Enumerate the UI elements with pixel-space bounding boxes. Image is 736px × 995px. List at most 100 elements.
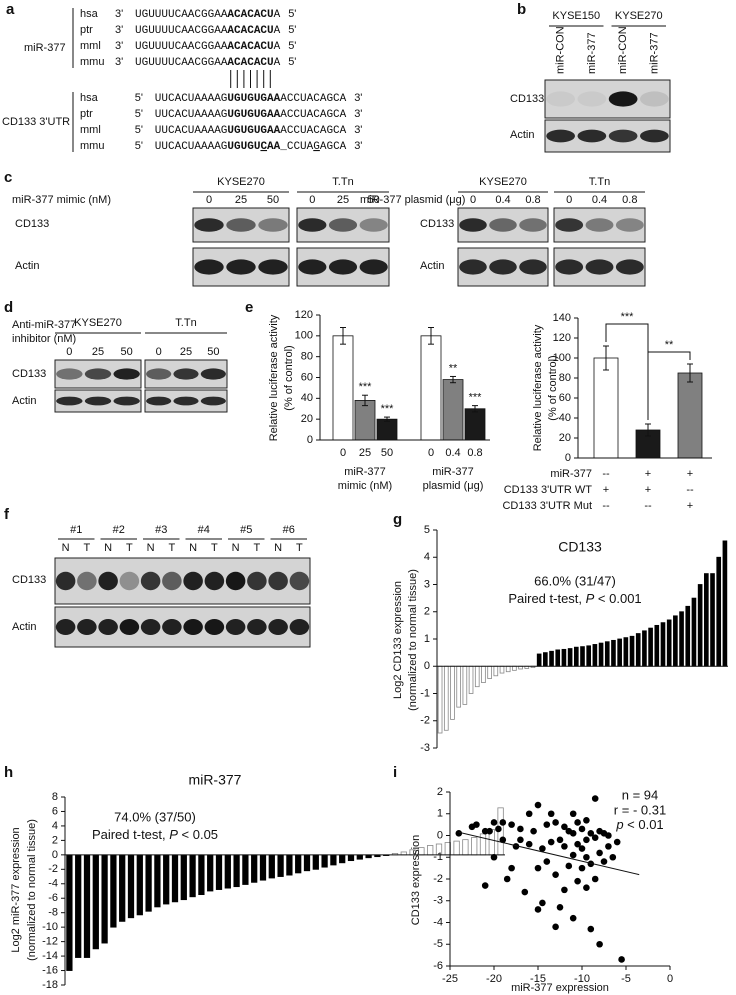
sequence: UUCACUAAAAGUGUGUCAA_CCUAGAGCA xyxy=(155,141,347,153)
bar xyxy=(339,854,346,864)
x-tick-label: 0 xyxy=(428,447,434,459)
sequence-part: ACCUACAGCA xyxy=(280,125,346,137)
table-label: CD133 3'UTR WT xyxy=(504,484,593,496)
cell-line: T.Tn xyxy=(589,176,610,188)
sequence-part: UGUGUGAA xyxy=(227,93,280,105)
y-tick-label: -2 xyxy=(48,863,58,875)
group-label: miR-377 xyxy=(344,466,386,478)
y-tick-label: -6 xyxy=(48,892,58,904)
y-axis-label: Log2 miR-377 expression xyxy=(10,827,22,952)
annotation-part: Paired t-test, xyxy=(508,591,585,606)
point xyxy=(539,899,546,907)
bar xyxy=(481,665,486,684)
band xyxy=(519,218,547,232)
point xyxy=(587,830,595,837)
error-bar xyxy=(428,327,434,345)
point xyxy=(556,836,564,844)
x-tick-label: 50 xyxy=(381,447,393,459)
point xyxy=(552,871,559,878)
point xyxy=(583,884,590,891)
patient: #2 xyxy=(113,524,125,536)
lane-label: T xyxy=(211,542,218,554)
end-label: 5' xyxy=(288,24,296,36)
dose: 50 xyxy=(368,194,380,206)
table-cell: + xyxy=(603,484,609,496)
point xyxy=(591,834,599,841)
error-bar xyxy=(687,363,693,383)
bar xyxy=(442,379,464,441)
dose: 50 xyxy=(121,346,133,358)
lane-label: N xyxy=(104,542,112,554)
band xyxy=(615,259,644,275)
y-axis-label: (% of control) xyxy=(547,355,559,420)
bar xyxy=(437,665,443,734)
bar xyxy=(586,645,592,667)
bar xyxy=(704,573,709,667)
bar xyxy=(127,854,135,919)
y-axis-label: (normalized to normal tissue) xyxy=(407,569,419,711)
row-label: CD133 xyxy=(12,368,46,380)
band xyxy=(173,396,199,406)
bar xyxy=(555,649,561,667)
bar xyxy=(474,665,480,688)
species: hsa xyxy=(80,8,99,20)
annotation-part: < 0.01 xyxy=(624,817,664,832)
significance: *** xyxy=(359,381,373,393)
band xyxy=(113,396,140,406)
point xyxy=(468,823,476,831)
lane-label: T xyxy=(84,542,91,554)
point xyxy=(525,810,533,818)
point xyxy=(574,819,581,826)
band xyxy=(200,396,226,406)
y-tick-label: 6 xyxy=(52,805,58,817)
bar xyxy=(673,615,678,667)
band xyxy=(258,218,288,232)
end-label: 3' xyxy=(115,24,123,36)
sequence-part: UGUUUUCAACGGAA xyxy=(135,25,228,37)
table-cell: + xyxy=(645,468,651,480)
bar xyxy=(154,854,161,908)
cell-line: KYSE270 xyxy=(74,317,122,329)
end-label: 5' xyxy=(135,140,143,152)
bar xyxy=(83,854,91,958)
point xyxy=(490,853,498,861)
table-label: miR-377 xyxy=(550,468,592,480)
band xyxy=(247,571,267,591)
point xyxy=(618,956,625,963)
y-tick-label: 100 xyxy=(295,330,313,342)
bar xyxy=(598,642,604,667)
point xyxy=(503,875,511,883)
band xyxy=(162,619,182,635)
bar xyxy=(189,854,196,898)
band xyxy=(226,218,256,232)
y-tick-label: 3 xyxy=(424,578,430,590)
bar xyxy=(145,854,152,912)
dose: 25 xyxy=(92,346,104,358)
lane-label: N xyxy=(274,542,282,554)
bar xyxy=(648,627,653,667)
x-tick-label: -25 xyxy=(442,973,458,985)
bar xyxy=(543,652,548,667)
bar xyxy=(722,540,728,667)
bar xyxy=(604,641,610,667)
band xyxy=(247,619,267,635)
y-tick-label: 40 xyxy=(301,392,313,404)
bar xyxy=(464,408,486,441)
y-tick-label: -2 xyxy=(420,715,430,727)
y-tick-label: 1 xyxy=(424,633,430,645)
table-cell: + xyxy=(687,500,693,512)
y-axis-label: Log2 CD133 expression xyxy=(392,581,404,699)
sequence-part: C xyxy=(260,141,267,153)
sequence-part: ACACACU xyxy=(227,9,273,21)
y-tick-label: 0 xyxy=(424,660,430,672)
band xyxy=(555,259,584,275)
y-tick-label: 2 xyxy=(437,786,443,798)
y-tick-label: 5 xyxy=(424,524,430,536)
annotation-part: p xyxy=(615,817,623,832)
end-label: 5' xyxy=(135,92,143,104)
annotation: r = - 0.31 xyxy=(614,802,666,817)
panel-letter: e xyxy=(245,299,253,316)
panel-letter: h xyxy=(4,764,13,781)
annotation: Paired t-test, P < 0.001 xyxy=(508,591,641,606)
panel-letter: i xyxy=(393,764,397,781)
